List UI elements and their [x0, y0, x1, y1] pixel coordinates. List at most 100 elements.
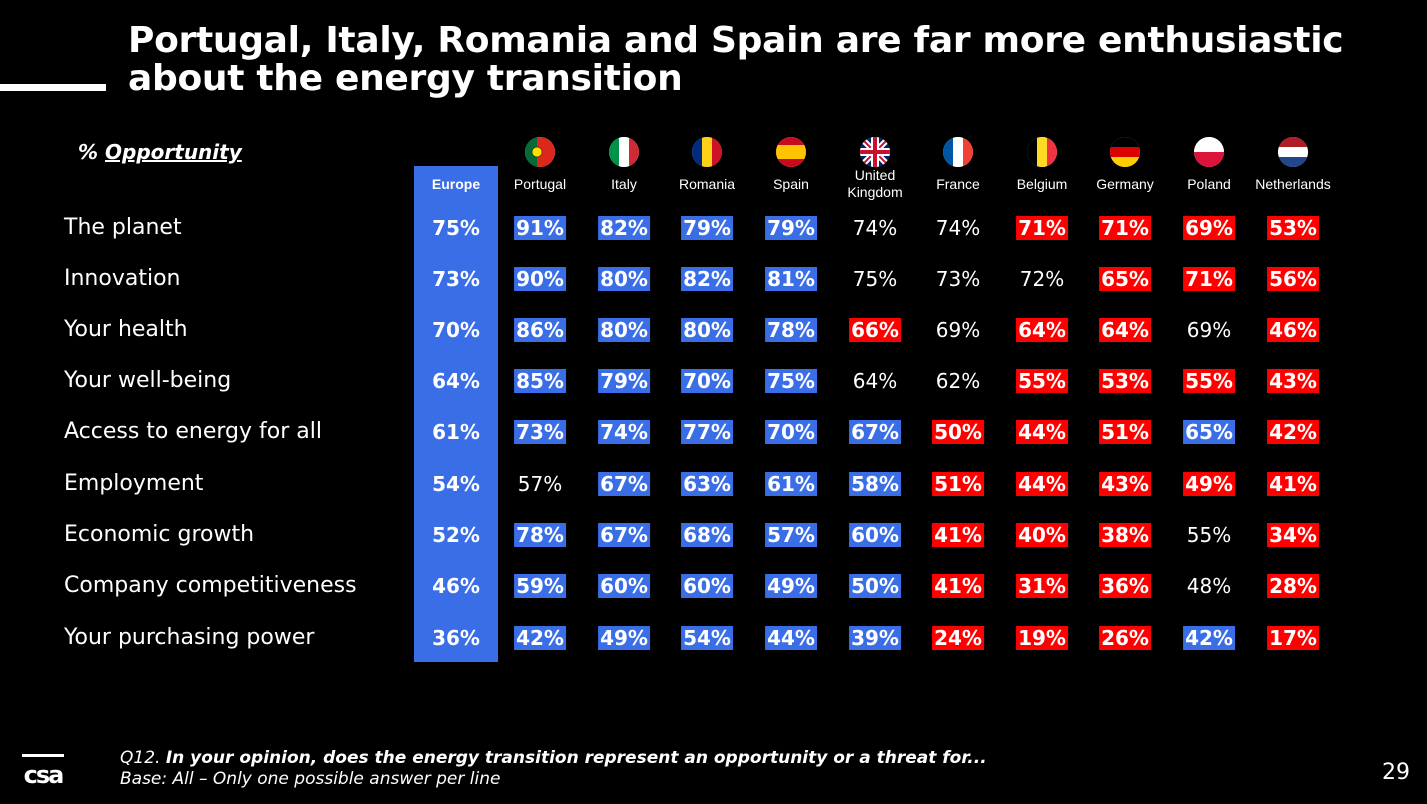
row-label: The planet [64, 215, 182, 240]
poland-flag-icon [1194, 137, 1224, 167]
row-label: Your health [64, 317, 188, 342]
cell-spain: 78% [765, 318, 817, 342]
cell-italy: 80% [598, 267, 650, 291]
germany-flag-icon [1110, 137, 1140, 167]
cell-france: 24% [932, 626, 984, 650]
cell-belgium: 44% [1016, 420, 1068, 444]
cell-netherlands: 56% [1267, 267, 1319, 291]
cell-united-kingdom: 75% [852, 267, 898, 291]
cell-portugal: 91% [514, 216, 566, 240]
cell-poland: 42% [1183, 626, 1235, 650]
cell-united-kingdom: 39% [849, 626, 901, 650]
svg-text:csa: csa [24, 761, 64, 788]
column-header-romania: Romania [678, 176, 736, 192]
cell-united-kingdom: 60% [849, 523, 901, 547]
cell-europe: 52% [432, 523, 480, 547]
cell-italy: 82% [598, 216, 650, 240]
cell-spain: 79% [765, 216, 817, 240]
cell-europe: 64% [432, 369, 480, 393]
cell-europe: 70% [432, 318, 480, 342]
cell-france: 41% [932, 574, 984, 598]
cell-europe: 75% [432, 216, 480, 240]
cell-italy: 49% [598, 626, 650, 650]
cell-poland: 55% [1183, 369, 1235, 393]
cell-belgium: 40% [1016, 523, 1068, 547]
cell-portugal: 90% [514, 267, 566, 291]
cell-europe: 73% [432, 267, 480, 291]
cell-poland: 49% [1183, 472, 1235, 496]
cell-germany: 71% [1099, 216, 1151, 240]
column-header-netherlands: Netherlands [1255, 176, 1331, 192]
column-header-spain: Spain [773, 176, 809, 192]
cell-portugal: 86% [514, 318, 566, 342]
cell-united-kingdom: 50% [849, 574, 901, 598]
cell-spain: 81% [765, 267, 817, 291]
cell-germany: 36% [1099, 574, 1151, 598]
measure-name: Opportunity [105, 140, 242, 164]
measure-prefix: % [78, 140, 106, 164]
cell-belgium: 71% [1016, 216, 1068, 240]
cell-germany: 65% [1099, 267, 1151, 291]
cell-portugal: 73% [514, 420, 566, 444]
cell-germany: 26% [1099, 626, 1151, 650]
row-label: Your purchasing power [64, 625, 315, 650]
cell-spain: 75% [765, 369, 817, 393]
cell-united-kingdom: 67% [849, 420, 901, 444]
cell-germany: 51% [1099, 420, 1151, 444]
column-header-poland: Poland [1187, 176, 1231, 192]
cell-poland: 69% [1186, 318, 1232, 342]
cell-france: 69% [935, 318, 981, 342]
cell-romania: 70% [681, 369, 733, 393]
cell-poland: 55% [1186, 523, 1232, 547]
column-header-france: France [936, 176, 980, 192]
row-label: Your well-being [64, 368, 232, 393]
europe-column-highlight [414, 166, 498, 662]
cell-belgium: 31% [1016, 574, 1068, 598]
cell-spain: 61% [765, 472, 817, 496]
column-header-europe: Europe [431, 176, 481, 192]
cell-italy: 67% [598, 523, 650, 547]
cell-romania: 63% [681, 472, 733, 496]
cell-france: 74% [935, 216, 981, 240]
cell-italy: 80% [598, 318, 650, 342]
cell-romania: 60% [681, 574, 733, 598]
page-number: 29 [1382, 760, 1410, 785]
cell-romania: 82% [681, 267, 733, 291]
cell-romania: 68% [681, 523, 733, 547]
footnote-question: In your opinion, does the energy transit… [165, 748, 987, 768]
cell-spain: 57% [765, 523, 817, 547]
row-label: Access to energy for all [64, 419, 322, 444]
cell-france: 62% [935, 369, 981, 393]
row-label: Economic growth [64, 522, 255, 547]
cell-netherlands: 28% [1267, 574, 1319, 598]
cell-romania: 79% [681, 216, 733, 240]
cell-poland: 69% [1183, 216, 1235, 240]
cell-france: 73% [935, 267, 981, 291]
row-label: Innovation [64, 266, 181, 291]
cell-netherlands: 34% [1267, 523, 1319, 547]
cell-poland: 65% [1183, 420, 1235, 444]
cell-portugal: 59% [514, 574, 566, 598]
cell-spain: 70% [765, 420, 817, 444]
cell-united-kingdom: 66% [849, 318, 901, 342]
cell-italy: 67% [598, 472, 650, 496]
column-header-united-kingdom: United Kingdom [847, 167, 903, 200]
cell-united-kingdom: 58% [849, 472, 901, 496]
cell-belgium: 72% [1019, 267, 1065, 291]
column-header-belgium: Belgium [1016, 176, 1068, 192]
cell-spain: 49% [765, 574, 817, 598]
belgium-flag-icon [1027, 137, 1057, 167]
column-header-portugal: Portugal [513, 176, 567, 192]
cell-poland: 48% [1186, 574, 1232, 598]
cell-netherlands: 43% [1267, 369, 1319, 393]
cell-europe: 36% [432, 626, 480, 650]
netherlands-flag-icon [1278, 137, 1308, 167]
slide-title: Portugal, Italy, Romania and Spain are f… [128, 20, 1344, 99]
footnote: Q12. In your opinion, does the energy tr… [120, 748, 987, 790]
cell-united-kingdom: 74% [852, 216, 898, 240]
cell-europe: 61% [432, 420, 480, 444]
cell-germany: 43% [1099, 472, 1151, 496]
romania-flag-icon [692, 137, 722, 167]
spain-flag-icon [776, 137, 806, 167]
cell-netherlands: 53% [1267, 216, 1319, 240]
